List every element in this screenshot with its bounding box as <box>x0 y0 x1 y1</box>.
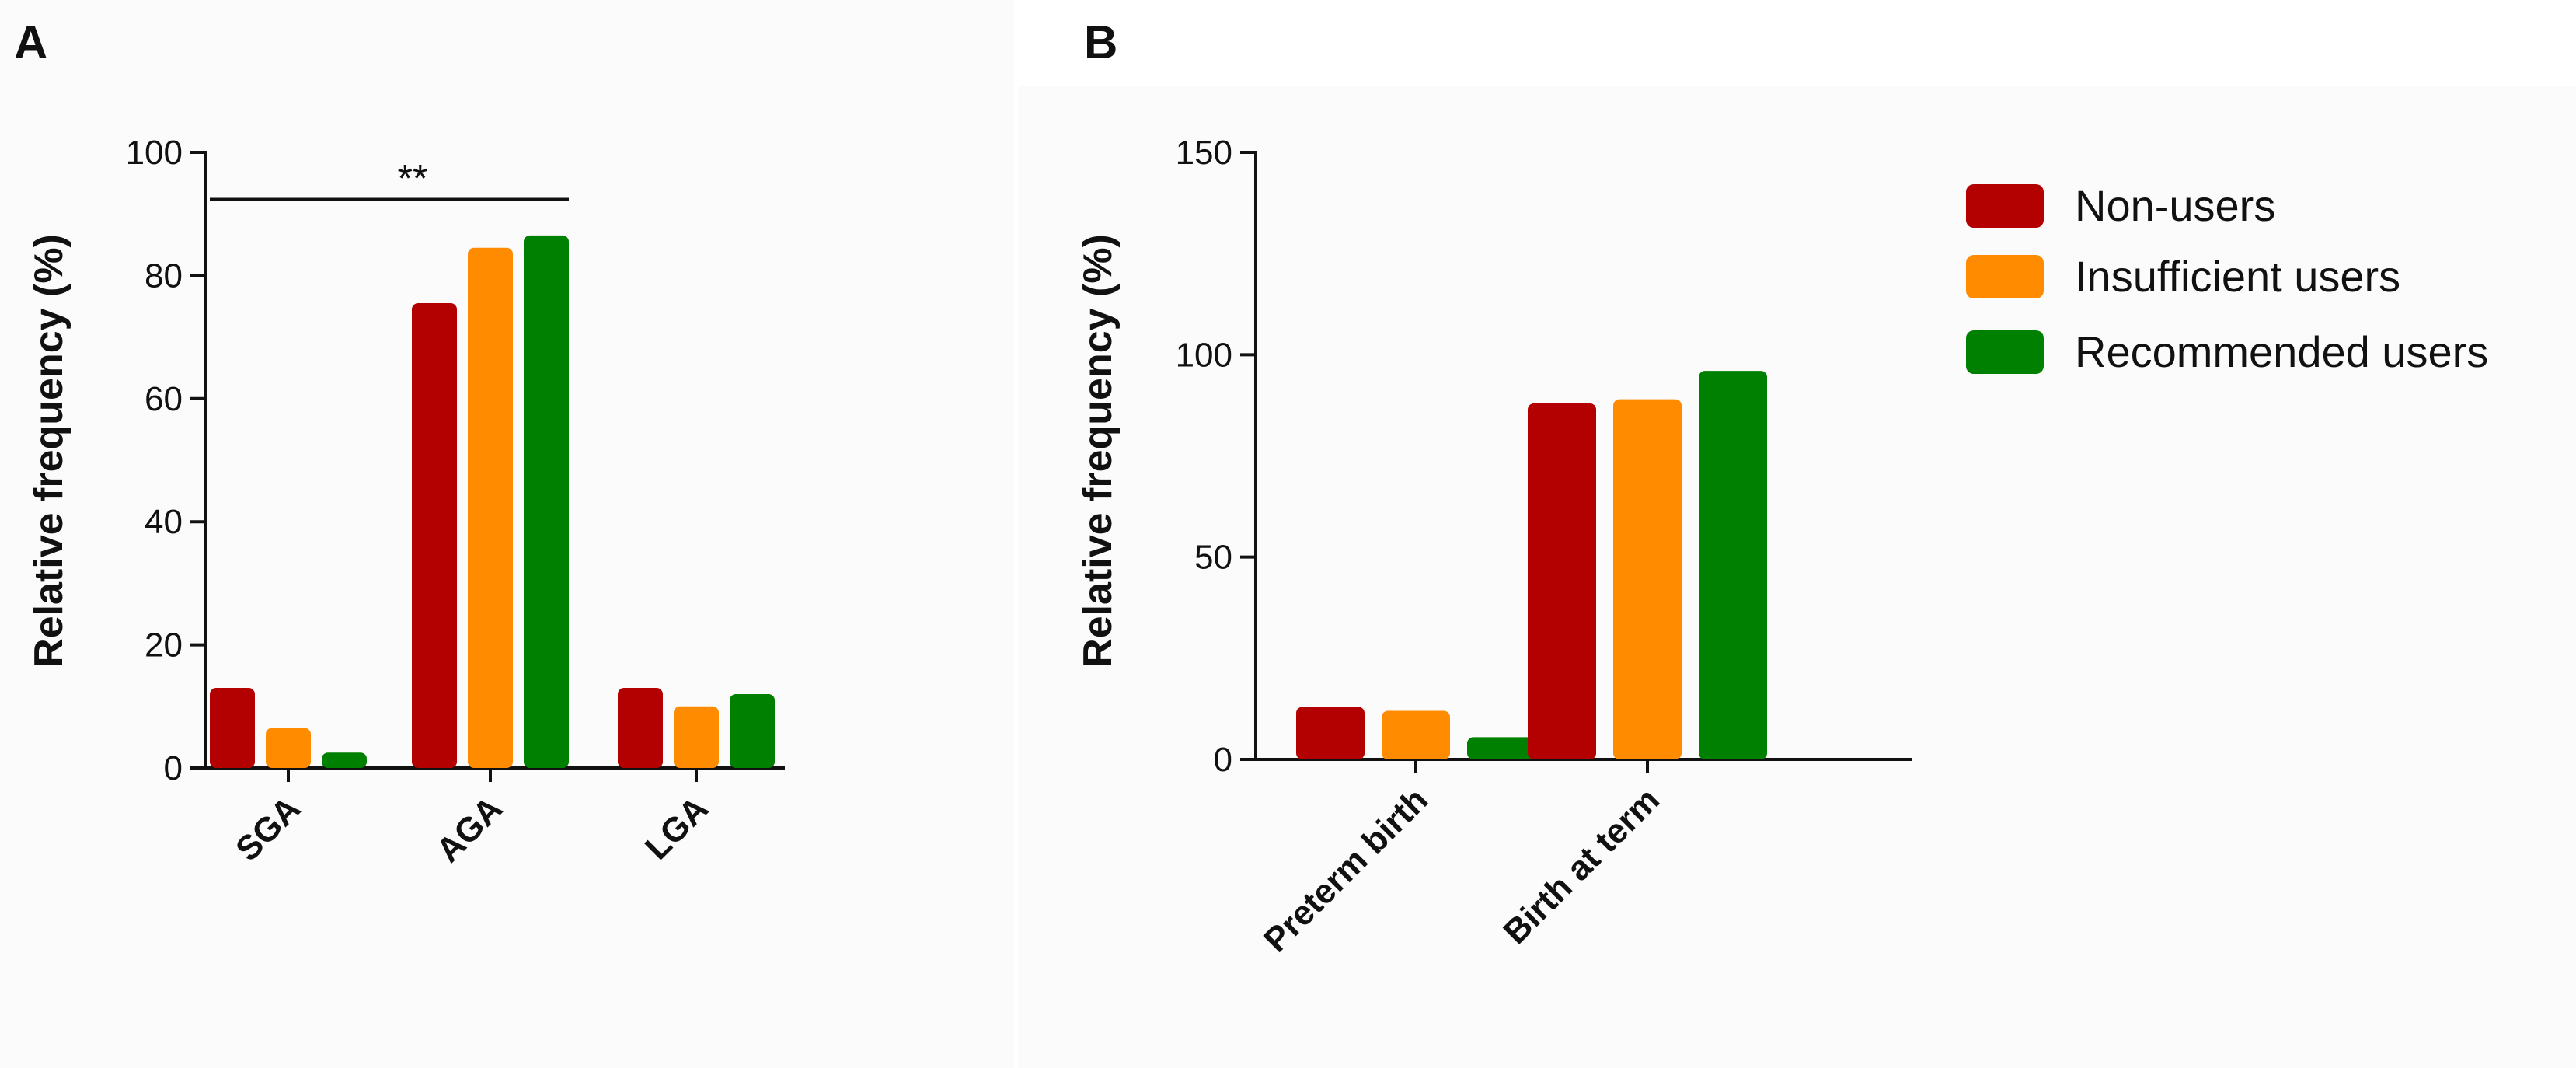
bar-aga-insufficient-users <box>468 247 513 768</box>
legend-swatch-non-users <box>1966 184 2044 228</box>
panel-b-background <box>1018 86 2576 1068</box>
significance-marker: ** <box>398 156 428 200</box>
bar-preterm-birth-non-users <box>1296 707 1365 759</box>
y-tick-label: 0 <box>1214 741 1232 779</box>
bar-preterm-birth-insufficient-users <box>1382 710 1450 759</box>
y-tick-label: 50 <box>1194 539 1232 577</box>
legend-label-insufficient-users: Insufficient users <box>2075 252 2400 301</box>
legend: Non-users Insufficient users Recommended… <box>1966 181 2488 376</box>
legend-swatch-insufficient-users <box>1966 255 2044 298</box>
bar-lga-non-users <box>618 688 663 768</box>
bar-aga-non-users <box>412 303 457 768</box>
panel-b-bars <box>1296 371 1767 759</box>
y-tick-label: 100 <box>126 134 183 172</box>
y-tick-label: 60 <box>145 380 183 418</box>
bar-lga-recommended-users <box>730 693 775 768</box>
y-tick-label: 150 <box>1176 134 1232 172</box>
bar-birth-at-term-insufficient-users <box>1613 399 1682 759</box>
bar-sga-recommended-users <box>322 752 367 768</box>
y-tick-label: 100 <box>1176 336 1232 374</box>
bar-sga-insufficient-users <box>266 728 311 768</box>
bar-lga-insufficient-users <box>674 706 719 768</box>
panel-a-significance: ** <box>210 156 569 201</box>
y-tick-label: 40 <box>145 503 183 541</box>
panel-a-bars <box>210 235 775 768</box>
legend-label-recommended-users: Recommended users <box>2075 327 2488 376</box>
bar-sga-non-users <box>210 688 255 768</box>
panel-b-y-axis-label: Relative frequency (%) <box>1075 234 1121 668</box>
panel-b-letter: B <box>1084 16 1117 68</box>
y-tick-label: 20 <box>145 626 183 665</box>
bar-birth-at-term-recommended-users <box>1699 371 1767 759</box>
panel-a-letter: A <box>14 16 47 68</box>
bar-preterm-birth-recommended-users <box>1467 737 1535 759</box>
panel-a-y-axis-label: Relative frequency (%) <box>26 234 71 668</box>
y-tick-label: 0 <box>164 749 183 787</box>
bar-birth-at-term-non-users <box>1528 403 1596 759</box>
y-tick-label: 80 <box>145 257 183 295</box>
bar-aga-recommended-users <box>524 235 569 768</box>
legend-label-non-users: Non-users <box>2075 181 2275 230</box>
legend-swatch-recommended-users <box>1966 330 2044 374</box>
